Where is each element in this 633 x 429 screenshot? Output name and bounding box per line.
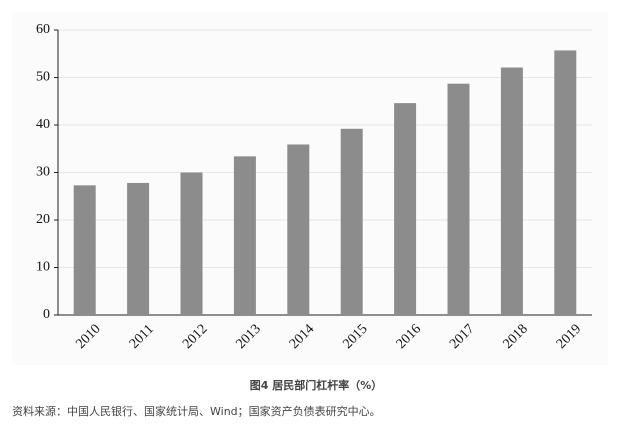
bar (233, 156, 256, 315)
bar (73, 185, 96, 315)
bar (287, 144, 310, 315)
bar (340, 128, 363, 315)
source-note: 资料来源：中国人民银行、国家统计局、Wind；国家资产负债表研究中心。 (12, 404, 381, 418)
y-tick-label: 30 (36, 165, 50, 180)
bar (394, 103, 417, 316)
y-tick-label: 60 (36, 22, 50, 37)
bar (500, 67, 523, 316)
bar (447, 83, 470, 315)
y-tick-label: 0 (43, 307, 50, 322)
y-tick-label: 20 (36, 212, 50, 227)
y-tick-label: 10 (36, 260, 50, 275)
bar (127, 182, 150, 315)
bar (180, 172, 203, 315)
chart-title: 图4 居民部门杠杆率（%） (250, 378, 383, 392)
y-tick-label: 50 (36, 70, 50, 85)
bar (554, 50, 577, 316)
y-tick-label: 40 (36, 117, 50, 132)
